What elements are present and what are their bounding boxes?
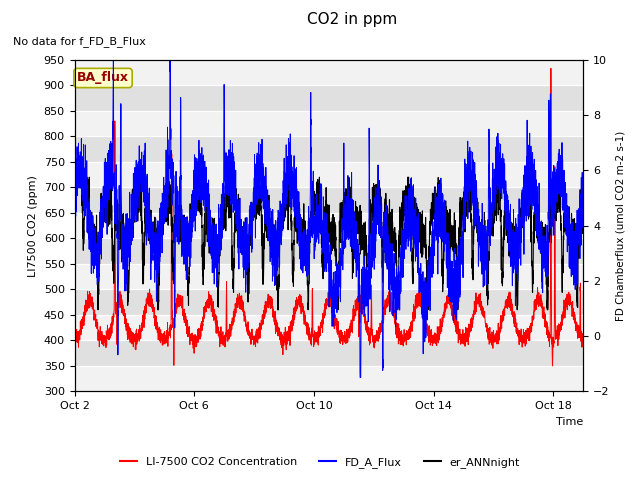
Bar <box>74 213 583 239</box>
Text: CO2 in ppm: CO2 in ppm <box>307 12 397 27</box>
Bar <box>74 315 583 340</box>
X-axis label: Time: Time <box>556 417 583 427</box>
Y-axis label: FD Chamberflux (umol CO2 m-2 s-1): FD Chamberflux (umol CO2 m-2 s-1) <box>615 131 625 321</box>
Bar <box>74 111 583 136</box>
Bar <box>74 264 583 289</box>
Bar <box>74 162 583 187</box>
Bar <box>74 60 583 85</box>
Text: BA_flux: BA_flux <box>77 72 129 84</box>
Y-axis label: LI7500 CO2 (ppm): LI7500 CO2 (ppm) <box>28 175 38 276</box>
Bar <box>74 366 583 391</box>
Text: No data for f_FD_B_Flux: No data for f_FD_B_Flux <box>13 36 147 47</box>
Legend: LI-7500 CO2 Concentration, FD_A_Flux, er_ANNnight: LI-7500 CO2 Concentration, FD_A_Flux, er… <box>116 452 524 472</box>
